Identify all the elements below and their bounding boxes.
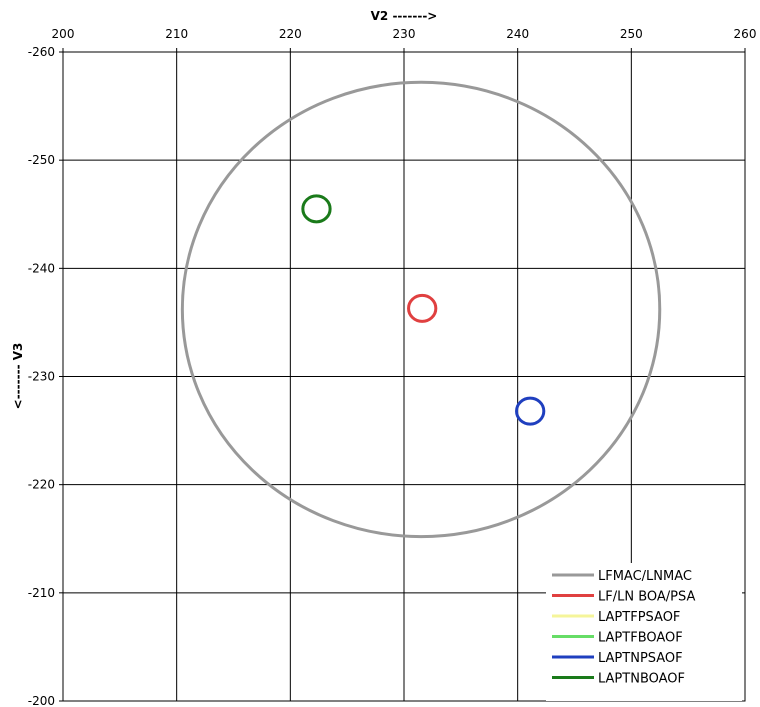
- series-circle-4: [515, 396, 546, 426]
- y-tick-label: -260: [28, 45, 55, 59]
- x-tick-label: 250: [620, 27, 643, 41]
- x-tick-label: 230: [393, 27, 416, 41]
- legend-label-1: LF/LN BOA/PSA: [598, 590, 695, 605]
- y-tick-label: -200: [28, 694, 55, 707]
- legend: LFMAC/LNMAC LF/LN BOA/PSA LAPTFPSAOF LAPTFB…: [546, 563, 742, 701]
- y-tick-label: -220: [28, 478, 55, 492]
- y-tick-label: -210: [28, 586, 55, 600]
- legend-label-3: LAPTFBOAOF: [598, 631, 683, 646]
- legend-label-5: LAPTNBOAOF: [598, 672, 685, 687]
- x-tick-labels: 200 210 220 230 240 250 260: [52, 27, 757, 52]
- x-tick-label: 260: [734, 27, 757, 41]
- x-tick-label: 210: [165, 27, 188, 41]
- x-tick-label: 240: [506, 27, 529, 41]
- y-tick-label: -230: [28, 370, 55, 384]
- series-circle-0: [180, 80, 662, 539]
- x-tick-label: 200: [52, 27, 75, 41]
- x-axis-title: V2 ------->: [371, 9, 438, 23]
- y-tick-labels: -260 -250 -240 -230 -220 -210 -200: [28, 45, 63, 707]
- y-tick-label: -250: [28, 153, 55, 167]
- x-tick-label: 220: [279, 27, 302, 41]
- series-circle-1: [407, 293, 438, 323]
- legend-label-4: LAPTNPSAOF: [598, 651, 683, 666]
- legend-label-2: LAPTFPSAOF: [598, 610, 680, 625]
- legend-label-0: LFMAC/LNMAC: [598, 569, 692, 584]
- series-marks: [180, 80, 662, 539]
- y-axis-title: <------- V3: [11, 343, 25, 410]
- series-circle-5: [301, 194, 332, 224]
- y-tick-label: -240: [28, 261, 55, 275]
